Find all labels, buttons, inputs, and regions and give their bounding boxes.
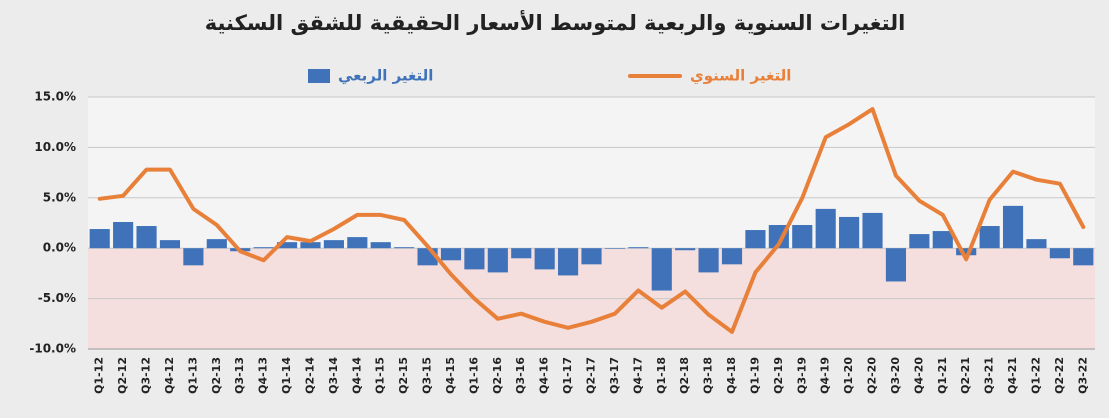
bar bbox=[183, 248, 204, 266]
bar bbox=[745, 230, 766, 249]
x-tick-label: Q2-18 bbox=[678, 357, 691, 394]
x-tick-label: Q4-17 bbox=[631, 357, 644, 394]
bar bbox=[323, 240, 344, 249]
x-tick-label: Q1-18 bbox=[655, 357, 668, 394]
x-tick-label: Q2-20 bbox=[866, 357, 879, 394]
x-tick-label: Q3-12 bbox=[140, 357, 153, 394]
x-tick-label: Q2-17 bbox=[585, 357, 598, 394]
bar bbox=[628, 247, 649, 249]
x-tick-label: Q4-12 bbox=[163, 357, 176, 394]
x-tick-label: Q4-16 bbox=[538, 357, 551, 394]
x-tick-label: Q3-22 bbox=[1076, 357, 1089, 394]
x-tick-label: Q1-12 bbox=[93, 357, 106, 394]
bar bbox=[253, 247, 274, 249]
bar bbox=[862, 212, 883, 249]
y-tick-label: 0.0% bbox=[43, 241, 76, 255]
bar bbox=[276, 242, 298, 249]
x-tick-label: Q3-14 bbox=[327, 357, 340, 394]
bar bbox=[1049, 248, 1070, 259]
bar bbox=[979, 226, 1000, 249]
x-tick-label: Q3-20 bbox=[889, 357, 902, 394]
bar bbox=[113, 221, 134, 249]
bar bbox=[932, 231, 953, 249]
x-tick-label: Q2-21 bbox=[959, 357, 972, 394]
y-tick-label: 10.0% bbox=[34, 140, 76, 154]
bar bbox=[511, 248, 532, 259]
x-tick-label: Q1-17 bbox=[561, 357, 574, 394]
bar bbox=[206, 239, 227, 249]
x-tick-label: Q4-20 bbox=[912, 357, 925, 394]
bar bbox=[885, 248, 907, 282]
bar bbox=[1026, 239, 1047, 249]
chart-title: التغيرات السنوية والربعية لمتوسط الأسعار… bbox=[205, 9, 906, 35]
x-tick-label: Q2-12 bbox=[116, 357, 129, 394]
bar bbox=[370, 242, 391, 249]
x-tick-label: Q3-16 bbox=[514, 357, 527, 394]
bar bbox=[581, 248, 602, 265]
bar bbox=[487, 248, 508, 273]
x-tick-label: Q3-19 bbox=[795, 357, 808, 394]
bar bbox=[721, 248, 743, 265]
y-tick-label: -10.0% bbox=[29, 342, 76, 356]
bar bbox=[394, 247, 415, 249]
x-tick-label: Q4-18 bbox=[725, 357, 738, 394]
bar bbox=[651, 248, 672, 291]
bar bbox=[159, 240, 181, 249]
x-tick-label: Q2-14 bbox=[303, 357, 316, 394]
bar bbox=[839, 216, 860, 249]
x-tick-label: Q4-21 bbox=[1006, 357, 1019, 394]
x-tick-label: Q2-16 bbox=[491, 357, 504, 394]
x-tick-label: Q2-15 bbox=[397, 357, 410, 394]
x-tick-label: Q3-13 bbox=[233, 357, 246, 394]
x-tick-label: Q2-13 bbox=[210, 357, 223, 394]
legend-marker bbox=[308, 69, 330, 83]
legend-label: التغير الربعي bbox=[338, 67, 433, 85]
bar bbox=[89, 229, 110, 249]
x-tick-label: Q1-13 bbox=[186, 357, 199, 394]
bar bbox=[792, 225, 813, 249]
x-tick-label: Q2-22 bbox=[1053, 357, 1066, 394]
x-tick-label: Q3-21 bbox=[983, 357, 996, 394]
x-tick-label: Q4-14 bbox=[350, 357, 363, 394]
x-tick-label: Q2-19 bbox=[772, 357, 785, 394]
x-tick-label: Q3-15 bbox=[421, 357, 434, 394]
bar bbox=[440, 248, 462, 261]
x-tick-label: Q1-14 bbox=[280, 357, 293, 394]
bar bbox=[300, 242, 321, 249]
bar bbox=[558, 248, 579, 276]
bar bbox=[1073, 248, 1094, 266]
bar bbox=[1002, 205, 1024, 249]
y-tick-label: 15.0% bbox=[34, 90, 76, 104]
x-tick-label: Q3-18 bbox=[702, 357, 715, 394]
bar bbox=[464, 248, 485, 270]
bar bbox=[909, 234, 930, 249]
x-tick-label: Q1-21 bbox=[936, 357, 949, 394]
bar bbox=[815, 208, 836, 249]
x-tick-label: Q1-16 bbox=[467, 357, 480, 394]
y-tick-label: 5.0% bbox=[43, 190, 76, 204]
x-tick-label: Q4-19 bbox=[819, 357, 832, 394]
bar bbox=[956, 248, 977, 256]
x-tick-label: Q1-15 bbox=[374, 357, 387, 394]
bar bbox=[675, 248, 696, 251]
x-tick-label: Q4-13 bbox=[257, 357, 270, 394]
line bbox=[97, 107, 1086, 334]
legend-label: التغير السنوي bbox=[690, 67, 791, 86]
bar bbox=[534, 248, 555, 270]
x-tick-label: Q3-17 bbox=[608, 357, 621, 394]
y-tick-label: -5.0% bbox=[38, 291, 76, 305]
bar bbox=[347, 237, 368, 249]
plot-area bbox=[88, 97, 1095, 249]
bar bbox=[604, 248, 625, 249]
bar bbox=[136, 226, 157, 249]
x-tick-label: Q1-20 bbox=[842, 357, 855, 394]
x-tick-label: Q1-19 bbox=[748, 357, 761, 394]
bar bbox=[698, 248, 719, 273]
x-tick-label: Q1-22 bbox=[1029, 357, 1042, 394]
x-tick-label: Q4-15 bbox=[444, 357, 457, 394]
